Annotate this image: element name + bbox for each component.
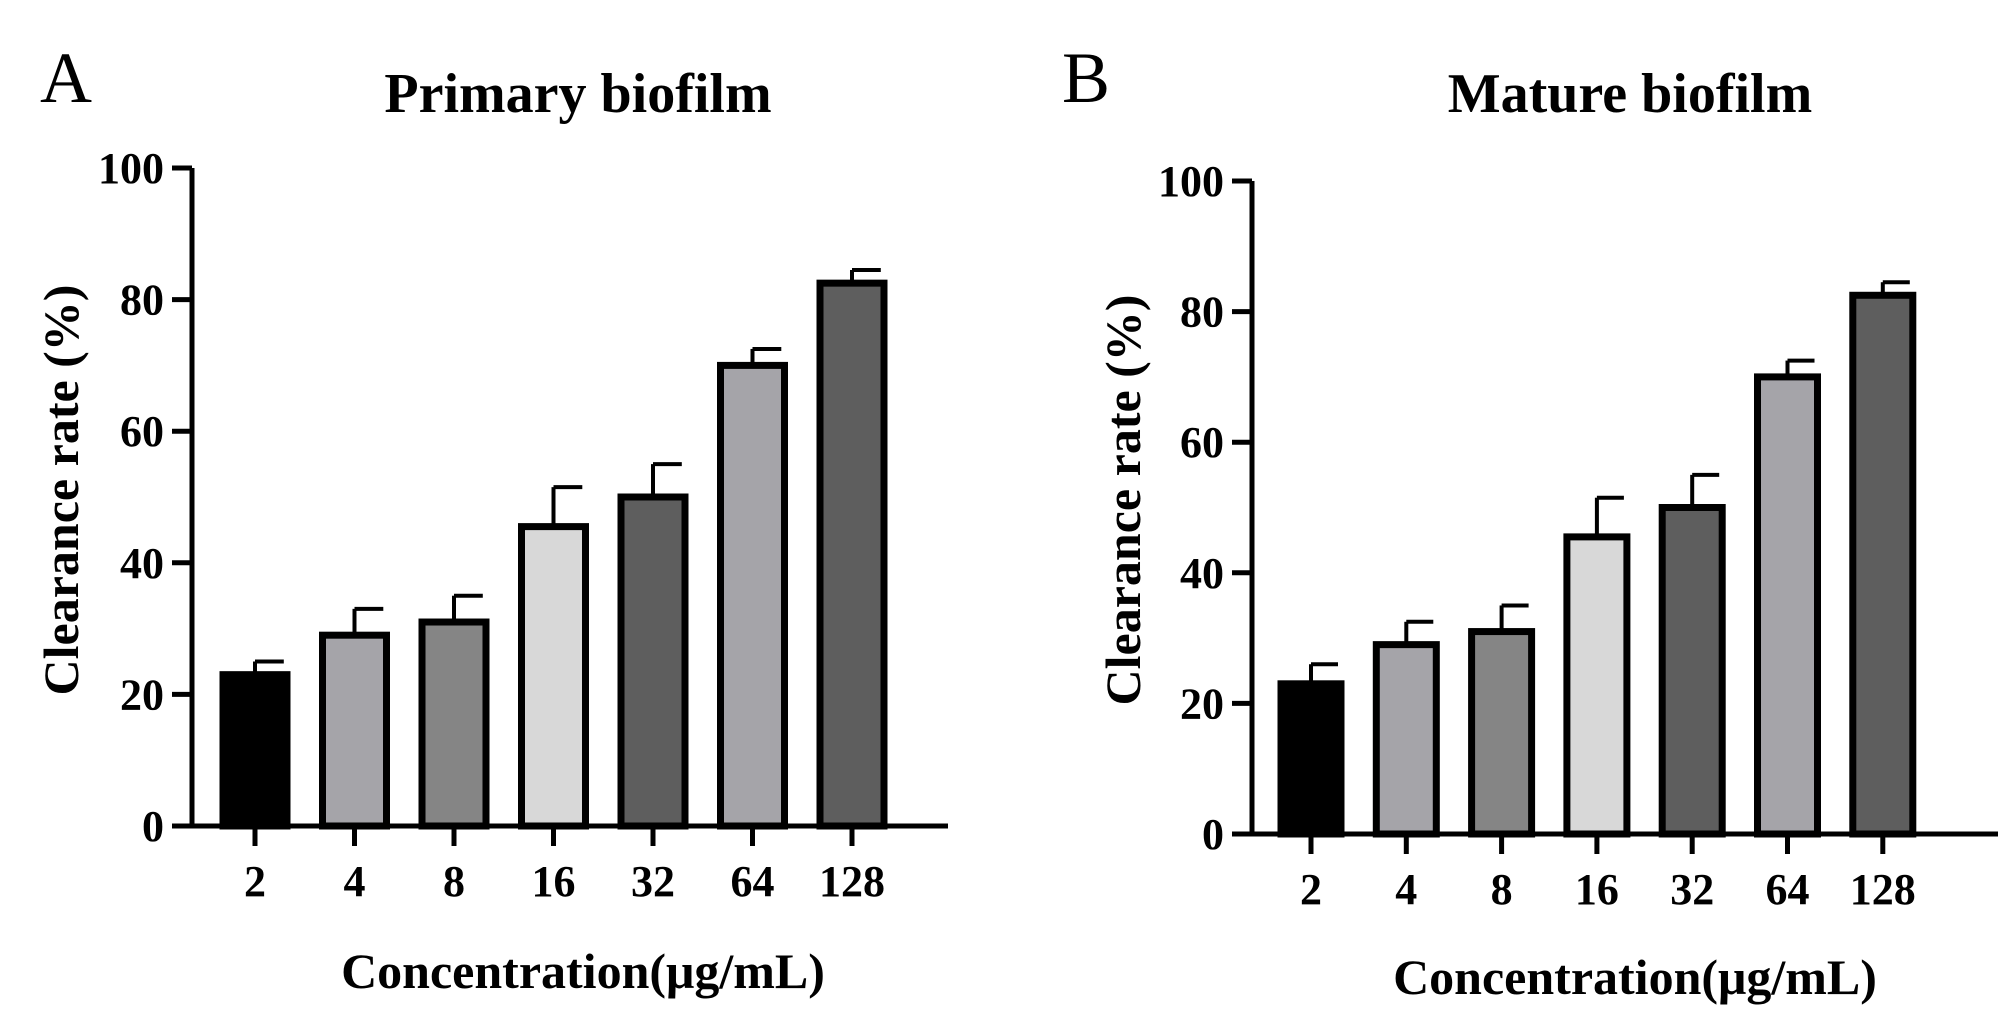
bar-2 [219, 671, 291, 830]
bar-128 [816, 279, 888, 830]
chart-title: Mature biofilm [1448, 63, 1812, 125]
bar-16 [518, 523, 589, 830]
x-tick-label: 16 [532, 857, 576, 906]
x-tick-label: 64 [731, 857, 775, 906]
bar-4 [1372, 641, 1440, 838]
x-tick-label: 128 [819, 857, 885, 906]
x-axis-title: Concentration(μg/mL) [1393, 949, 1877, 1005]
bar-4 [319, 631, 390, 830]
y-tick-label: 60 [1180, 418, 1224, 467]
x-axis-title: Concentration(μg/mL) [341, 943, 825, 999]
bar-8 [418, 618, 490, 830]
chart-title: Primary biofilm [384, 63, 771, 125]
y-tick-label: 80 [120, 276, 164, 325]
x-tick-label: 4 [344, 857, 366, 906]
x-tick-label: 8 [443, 857, 465, 906]
bar-32 [617, 493, 689, 830]
panel-letter: B [1062, 38, 1110, 118]
x-tick-label: 128 [1850, 865, 1916, 914]
x-tick-label: 16 [1575, 865, 1619, 914]
y-tick-label: 0 [142, 802, 164, 851]
x-tick-label: 32 [631, 857, 675, 906]
y-axis-title: Clearance rate (%) [1095, 295, 1151, 706]
bar-2 [1277, 680, 1345, 838]
bar-64 [1754, 373, 1821, 838]
y-tick-label: 100 [1158, 157, 1224, 206]
bar-128 [1849, 291, 1917, 838]
y-tick-label: 40 [1180, 549, 1224, 598]
y-tick-label: 60 [120, 407, 164, 456]
x-tick-label: 2 [244, 857, 266, 906]
x-tick-label: 4 [1395, 865, 1417, 914]
bar-8 [1468, 628, 1536, 838]
y-axis-title: Clearance rate (%) [33, 285, 89, 696]
y-tick-label: 20 [120, 670, 164, 719]
panel-b: B Mature biofilm Clearance rate (%) Conc… [1062, 38, 1998, 1005]
panel-a: A Primary biofilm Clearance rate (%) Con… [33, 38, 948, 999]
x-tick-label: 64 [1766, 865, 1810, 914]
y-tick-label: 100 [98, 144, 164, 193]
bar-64 [717, 361, 788, 830]
x-tick-label: 32 [1670, 865, 1714, 914]
plot-area: 0 20 40 60 80 100 2 4 8 16 32 64 128 [98, 144, 948, 906]
bar-16 [1563, 533, 1631, 838]
bar-32 [1658, 504, 1726, 838]
y-tick-label: 20 [1180, 679, 1224, 728]
y-tick-label: 80 [1180, 288, 1224, 337]
y-tick-label: 0 [1202, 810, 1224, 859]
x-tick-label: 8 [1491, 865, 1513, 914]
plot-area: 0 20 40 60 80 100 2 4 8 16 32 64 128 [1158, 157, 1998, 914]
y-tick-label: 40 [120, 539, 164, 588]
x-tick-label: 2 [1300, 865, 1322, 914]
panel-letter: A [40, 38, 92, 118]
